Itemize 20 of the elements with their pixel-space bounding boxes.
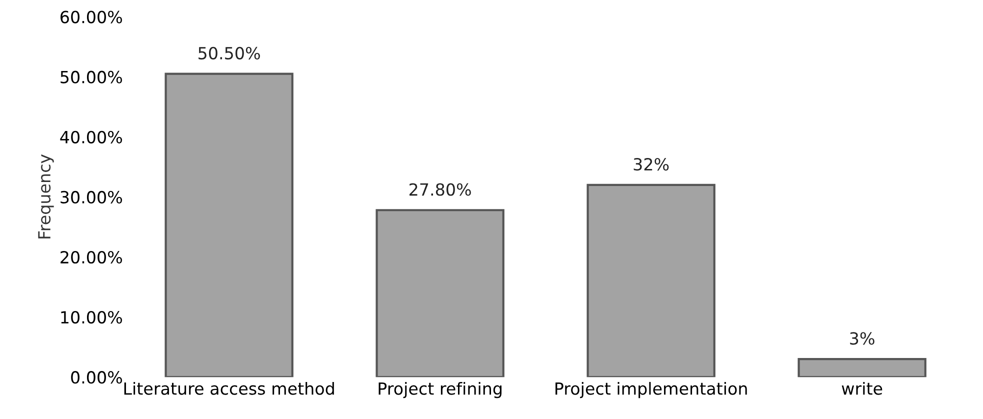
bar — [164, 72, 294, 378]
y-tick-label: 10.00% — [61, 311, 122, 324]
x-tick-label: Literature access method — [124, 382, 334, 395]
y-tick-label: 30.00% — [60, 190, 122, 204]
data-label: 32% — [634, 158, 669, 171]
bar — [798, 358, 926, 378]
data-label: 3% — [850, 332, 874, 345]
x-tick-label: write — [842, 382, 882, 395]
x-tick-label: Project implementation — [556, 382, 747, 398]
bar — [586, 184, 716, 378]
y-tick-label: 60.00% — [60, 10, 122, 24]
bar — [376, 209, 504, 378]
data-label: 27.80% — [410, 183, 471, 196]
y-axis-title: Frequency — [38, 154, 54, 238]
x-tick-label: Project refining — [378, 382, 502, 398]
data-label: 50.50% — [198, 46, 260, 60]
y-tick-label: 20.00% — [60, 250, 122, 264]
y-tick-label: 40.00% — [60, 130, 122, 144]
y-tick-label: 0.00% — [71, 371, 122, 384]
y-tick-label: 50.00% — [60, 70, 122, 84]
